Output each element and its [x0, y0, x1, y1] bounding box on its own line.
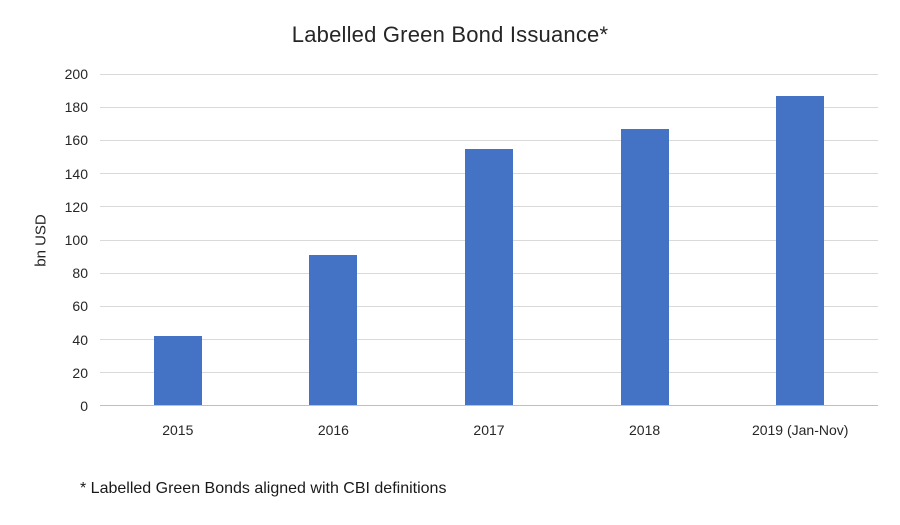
bar-2016 — [309, 254, 358, 405]
y-tick-label: 180 — [64, 99, 88, 116]
x-tick-label: 2016 — [317, 422, 349, 438]
bar-2018 — [620, 128, 669, 405]
x-axis-line — [100, 405, 878, 406]
x-tick-label: 2018 — [629, 422, 661, 438]
gridline — [100, 106, 878, 108]
x-tick-label: 2015 — [162, 422, 194, 438]
y-tick-label: 20 — [72, 364, 88, 381]
chart-footnote: * Labelled Green Bonds aligned with CBI … — [80, 480, 447, 497]
plot-area — [100, 73, 878, 406]
y-tick-label: 120 — [64, 198, 88, 215]
chart-title: Labelled Green Bond Issuance* — [291, 22, 609, 47]
y-tick-label: 140 — [64, 165, 88, 182]
y-tick-label: 80 — [72, 265, 88, 282]
x-tick-label: 2017 — [473, 422, 505, 438]
bar-2017 — [465, 148, 513, 405]
y-tick-label: 100 — [64, 232, 88, 248]
y-tick-label: 40 — [72, 331, 88, 348]
x-tick-label: 2019 (Jan-Nov) — [751, 422, 849, 438]
bar-2015 — [153, 336, 202, 405]
x-axis-tick-labels: 2015 2016 2017 2018 2019 (Jan-Nov) — [100, 420, 878, 442]
y-tick-label: 0 — [80, 398, 88, 414]
y-tick-label: 200 — [64, 66, 88, 82]
y-tick-label: 160 — [64, 132, 88, 149]
y-tick-label: 60 — [72, 298, 88, 315]
bar-2019 (Jan-Nov) — [776, 95, 825, 405]
gridline — [100, 73, 878, 75]
gridline — [100, 139, 878, 141]
y-axis-tick-labels: 0 20 40 60 80 100 120 140 160 180 200 — [0, 66, 88, 414]
